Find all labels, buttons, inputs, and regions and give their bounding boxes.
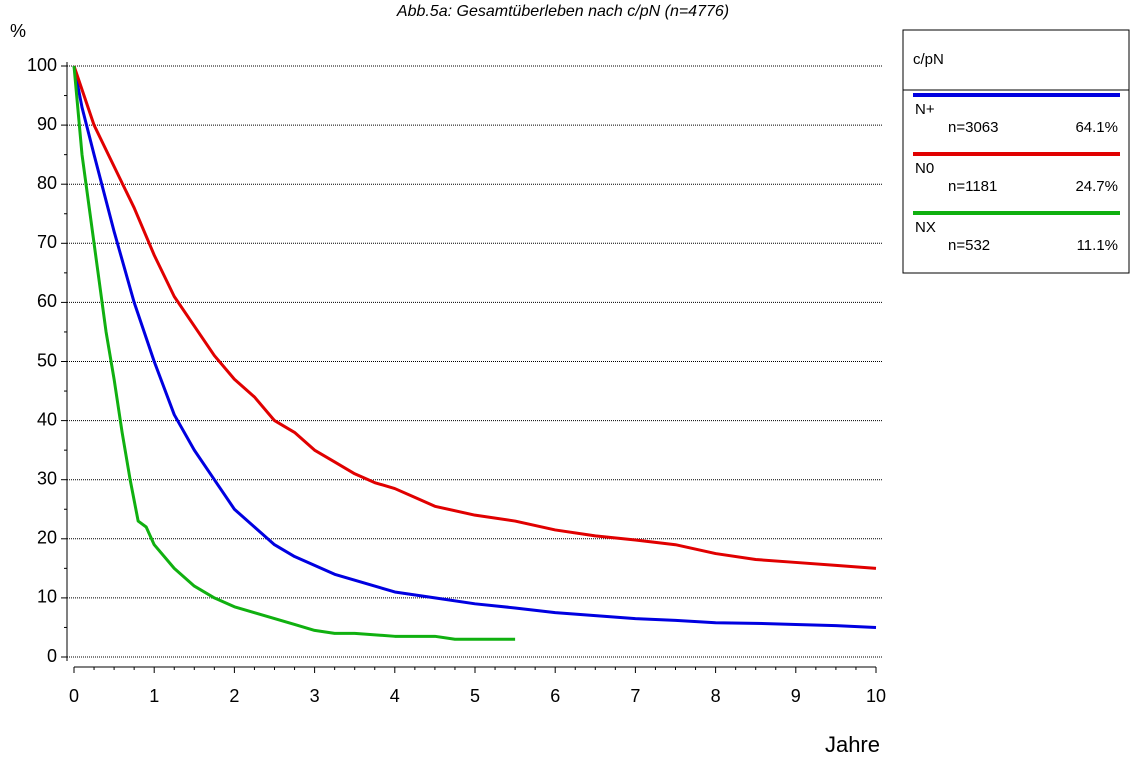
survival-line (72, 65, 877, 629)
y-tick-label: 80 (37, 173, 57, 193)
x-tick-label: 8 (711, 686, 721, 706)
y-tick-label: 30 (37, 468, 57, 488)
x-tick-label: 1 (149, 686, 159, 706)
y-tick-label: 60 (37, 291, 57, 311)
x-tick-label: 2 (229, 686, 239, 706)
legend-label: N0 (915, 160, 934, 177)
y-axis-label: % (10, 21, 26, 41)
y-tick-label: 10 (37, 587, 57, 607)
y-tick-label: 100 (27, 55, 57, 75)
y-tick-label: 70 (37, 232, 57, 252)
x-tick-label: 6 (550, 686, 560, 706)
legend-share: 24.7% (1075, 178, 1118, 195)
legend-title: c/pN (913, 51, 944, 68)
x-tick-label: 7 (630, 686, 640, 706)
legend-label: N+ (915, 101, 935, 118)
x-axis-label: Jahre (825, 732, 880, 757)
legend-label: NX (915, 219, 936, 236)
legend-share: 11.1% (1077, 237, 1118, 254)
x-tick-label: 5 (470, 686, 480, 706)
legend-n: n=1181 (948, 178, 997, 195)
legend-share: 64.1% (1075, 119, 1118, 136)
y-tick-label: 0 (47, 646, 57, 666)
x-tick-label: 9 (791, 686, 801, 706)
y-tick-label: 90 (37, 114, 57, 134)
survival-line (72, 65, 516, 641)
x-tick-label: 4 (390, 686, 400, 706)
legend-n: n=3063 (948, 119, 998, 136)
legend-n: n=532 (948, 237, 990, 254)
survival-line (72, 65, 877, 570)
legend-box (902, 29, 1130, 274)
y-tick-label: 50 (37, 350, 57, 370)
x-tick-label: 0 (69, 686, 79, 706)
chart-title: Abb.5a: Gesamtüberleben nach c/pN (n=477… (396, 3, 729, 20)
y-tick-label: 40 (37, 409, 57, 429)
y-tick-label: 20 (37, 528, 57, 548)
x-tick-label: 10 (866, 686, 886, 706)
x-tick-label: 3 (310, 686, 320, 706)
